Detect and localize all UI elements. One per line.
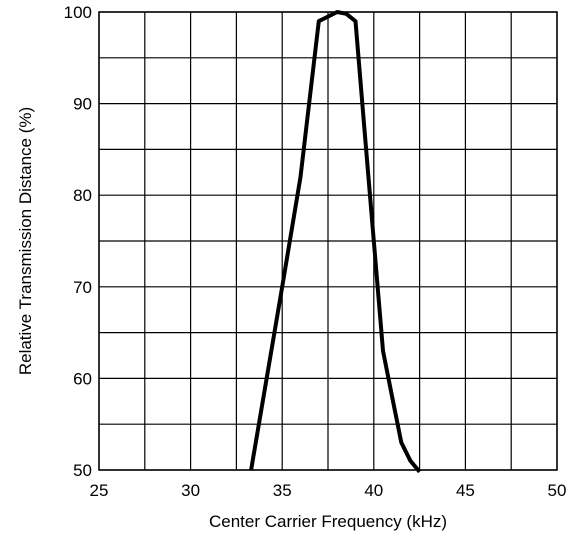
y-tick-label: 60	[73, 369, 92, 388]
y-tick-label: 70	[73, 278, 92, 297]
x-tick-label: 45	[456, 481, 475, 500]
y-tick-labels: 50 60 70 80 90 100	[64, 3, 92, 480]
x-tick-labels: 25 30 35 40 45 50	[90, 481, 567, 500]
x-tick-label: 50	[548, 481, 567, 500]
y-tick-label: 50	[73, 461, 92, 480]
x-tick-label: 35	[273, 481, 292, 500]
y-tick-label: 80	[73, 186, 92, 205]
plot-frame	[98, 11, 558, 471]
series-line-0	[249, 10, 422, 474]
y-tick-label: 100	[64, 3, 92, 22]
x-axis-label: Center Carrier Frequency (kHz)	[209, 512, 447, 531]
x-tick-label: 40	[364, 481, 383, 500]
y-tick-label: 90	[73, 95, 92, 114]
chart-grid	[98, 11, 558, 471]
x-tick-label: 25	[90, 481, 109, 500]
x-tick-label: 30	[181, 481, 200, 500]
y-axis-label: Relative Transmission Distance (%)	[16, 107, 35, 375]
chart-series	[249, 10, 422, 474]
